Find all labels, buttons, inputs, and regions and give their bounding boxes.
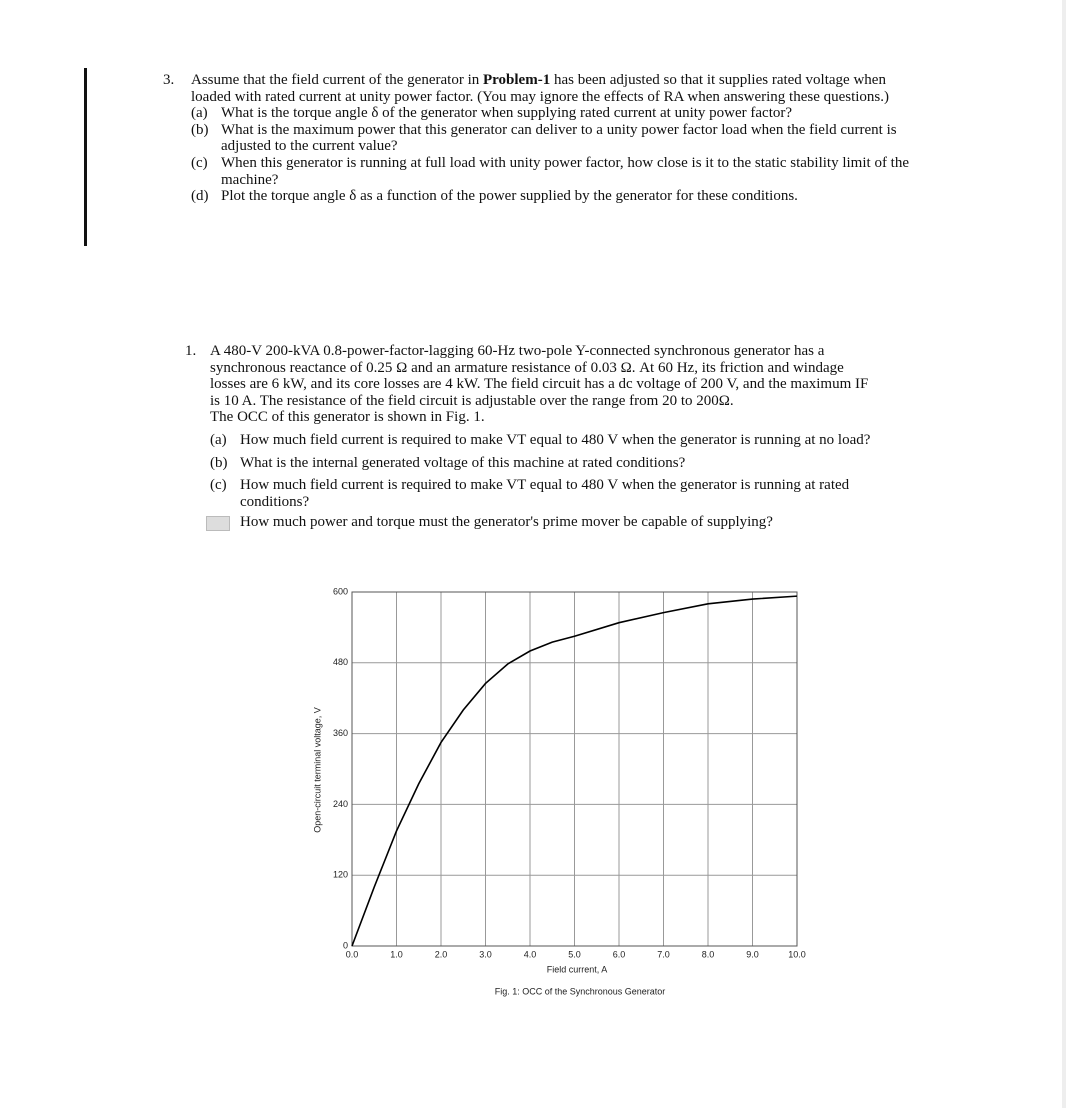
parts: (a) How much field current is required to… (210, 432, 875, 510)
y-tick-label: 600 (333, 586, 348, 596)
part: (a) How much field current is required to… (210, 432, 875, 449)
intro-bold: Problem-1 (482, 72, 551, 88)
part-text: How much field current is required to ma… (240, 431, 871, 448)
parts: (a) What is the torque angle δ of the gen… (191, 105, 915, 205)
part-label: (a) (191, 105, 208, 122)
y-tick-label: 120 (333, 870, 348, 880)
x-tick-label: 7.0 (657, 949, 670, 959)
y-tick-label: 480 (333, 657, 348, 667)
part-text: What is the internal generated voltage o… (240, 454, 686, 471)
part-text: What is the maximum power that this gene… (221, 121, 897, 155)
part: (d) Plot the torque angle δ as a function… (191, 188, 915, 205)
problem-intro: A 480-V 200-kVA 0.8-power-factor-lagging… (210, 343, 869, 409)
x-tick-label: 1.0 (390, 949, 403, 959)
caption: Fig. 1: OCC of the Synchronous Generator (495, 986, 666, 996)
x-tick-label: 0.0 (346, 949, 359, 959)
problem-1: 1. A 480-V 200-kVA 0.8-power-factor-lagg… (185, 343, 875, 532)
part-label: (b) (210, 454, 228, 471)
part-label: (b) (191, 121, 209, 138)
occ-note: The OCC of this generator is shown in Fi… (210, 409, 485, 426)
part-text: What is the torque angle δ of the genera… (221, 105, 793, 122)
problem-intro: Assume that the field current of the gen… (191, 72, 915, 105)
y-tick-label: 360 (333, 728, 348, 738)
part-label: (a) (210, 431, 227, 448)
right-edge (1062, 0, 1066, 1108)
part: (b) What is the maximum power that this g… (191, 122, 915, 155)
part-label: (c) (210, 477, 227, 494)
part: (c) How much field current is required to… (210, 477, 875, 510)
part: (c) When this generator is running at ful… (191, 155, 915, 188)
part-text: Plot the torque angle δ as a function of… (221, 188, 798, 205)
y-tick-label: 240 (333, 799, 348, 809)
x-tick-label: 2.0 (435, 949, 448, 959)
intro-text: Assume that the field current of the gen… (191, 72, 483, 88)
problem-body: Assume that the field current of the gen… (163, 72, 915, 205)
x-tick-label: 9.0 (746, 949, 759, 959)
part-label: (d) (191, 188, 209, 205)
x-tick-label: 6.0 (613, 949, 626, 959)
part-text: How much field current is required to ma… (240, 477, 850, 510)
x-tick-label: 5.0 (568, 949, 581, 959)
part-text: When this generator is running at full l… (221, 154, 910, 188)
y-tick-label: 0 (343, 940, 348, 950)
last-question: How much power and torque must the gener… (206, 514, 875, 532)
problem-number: 3. (163, 72, 175, 88)
intro-text: has been adjusted so that it supplies ra… (191, 72, 890, 105)
problem-3: 3. Assume that the field current of the … (163, 72, 915, 205)
x-tick-label: 10.0 (788, 949, 806, 959)
part: (b) What is the internal generated voltag… (210, 455, 875, 472)
problem-body: A 480-V 200-kVA 0.8-power-factor-lagging… (185, 343, 875, 532)
x-tick-label: 3.0 (479, 949, 492, 959)
x-tick-label: 8.0 (702, 949, 715, 959)
x-axis-label: Field current, A (547, 964, 608, 974)
part-label: (c) (191, 154, 208, 171)
occ-curve (351, 595, 798, 947)
obscure-icon (206, 516, 230, 532)
question-text: How much power and torque must the gener… (240, 514, 773, 531)
problem-number: 1. (185, 343, 197, 359)
left-bar (84, 68, 87, 246)
plot-frame (351, 591, 798, 947)
part: (a) What is the torque angle δ of the gen… (191, 105, 915, 122)
x-tick-label: 4.0 (524, 949, 537, 959)
y-axis-label: Open-circuit terminal voltage, V (312, 707, 322, 833)
